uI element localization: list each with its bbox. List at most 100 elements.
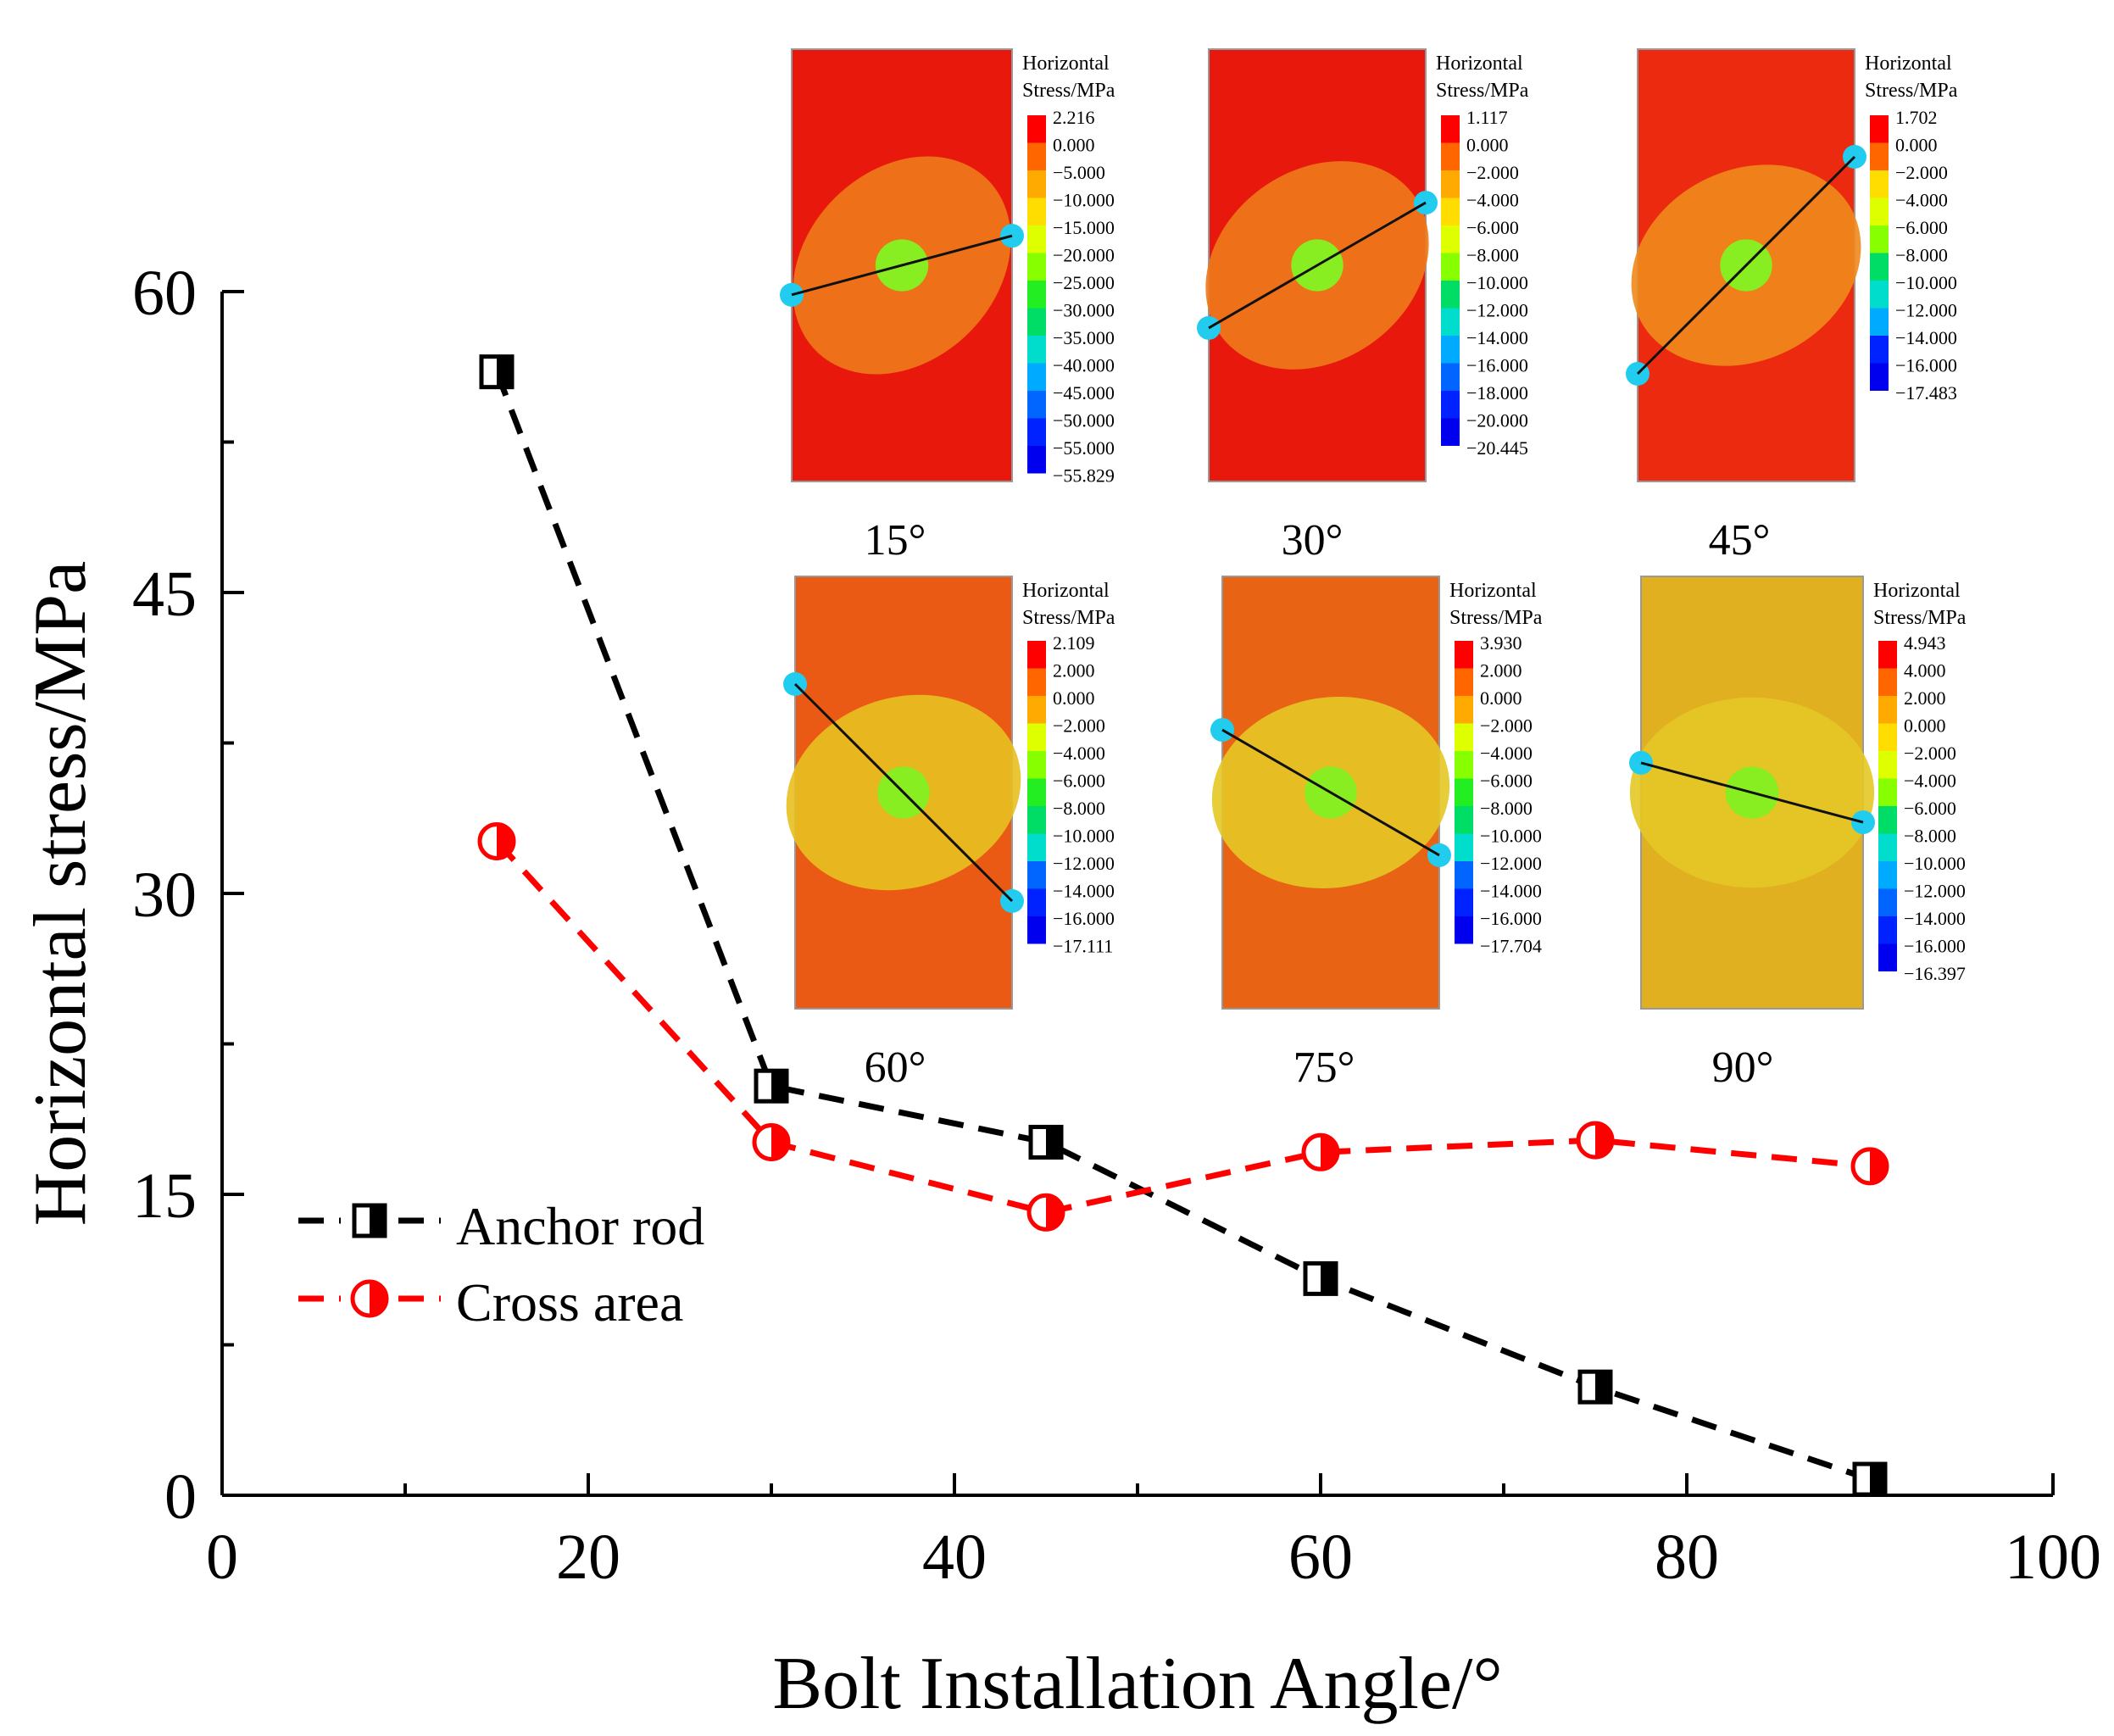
inset-scale-swatch — [1455, 778, 1473, 806]
inset-scale-label: −5.000 — [1053, 162, 1105, 183]
inset-scale-swatch — [1878, 833, 1897, 861]
inset-scale-swatch — [1878, 696, 1897, 724]
y-tick-label: 15 — [132, 1160, 197, 1232]
inset-scale-label: −17.111 — [1053, 936, 1113, 957]
inset-scale-label: −2.000 — [1904, 743, 1956, 764]
inset-scale-label: −14.000 — [1466, 327, 1528, 348]
inset-scale-label: −45.000 — [1053, 382, 1115, 403]
inset-group: Horizontal Stress/MPa 2.216 0.000 −5.000 −10.… — [780, 48, 1967, 1092]
inset-scale-swatch — [1441, 170, 1460, 198]
inset-scale-label: −10.000 — [1895, 272, 1957, 293]
inset-scale-label: −2.000 — [1895, 162, 1948, 183]
data-point-anchor-rod — [1577, 1369, 1613, 1405]
inset-scale-swatch — [1878, 668, 1897, 696]
inset-angle-label: 75° — [1293, 1043, 1355, 1092]
inset-scale-label: −8.000 — [1904, 826, 1956, 847]
inset-scale-label: −8.000 — [1895, 245, 1948, 266]
inset-scale-label: −12.000 — [1895, 300, 1957, 321]
inset-scale-swatch — [1870, 142, 1889, 170]
inset-legend-title: Stress/MPa — [1865, 80, 1958, 102]
inset-scale-label: −12.000 — [1480, 853, 1542, 874]
inset-scale-label: −16.000 — [1480, 908, 1542, 929]
inset-bolt-line — [1636, 155, 1856, 376]
data-point-cross-area — [1850, 1147, 1889, 1186]
inset-scale-label: −2.000 — [1466, 162, 1519, 183]
data-point-cross-area — [1026, 1193, 1065, 1232]
inset-legend-title: Horizontal — [1436, 53, 1523, 75]
inset-panel-30: Horizontal Stress/MPa 1.117 0.000 −2.000 −4.0… — [1197, 48, 1529, 565]
inset-scale-label: −35.000 — [1053, 327, 1115, 348]
inset-scale-label: −6.000 — [1053, 771, 1105, 792]
inset-scale-label: −40.000 — [1053, 355, 1115, 376]
inset-scale-label: 0.000 — [1904, 715, 1946, 737]
inset-scale-swatch — [1027, 833, 1046, 861]
inset-scale-swatch — [1027, 198, 1046, 225]
inset-scale-label: −50.000 — [1053, 410, 1115, 431]
inset-scale-label: −8.000 — [1053, 798, 1105, 819]
inset-scale-label: −4.000 — [1904, 771, 1956, 792]
legend-label-cross-area: Cross area — [456, 1272, 683, 1333]
inset-scale-swatch — [1027, 696, 1046, 724]
inset-scale-swatch — [1878, 943, 1897, 971]
inset-panel-90: Horizontal Stress/MPa 4.943 4.000 2.000 0.000… — [1629, 576, 1967, 1092]
inset-scale-label: −8.000 — [1466, 245, 1519, 266]
inset-scale-swatch — [1027, 888, 1046, 916]
inset-scale-swatch — [1441, 418, 1460, 446]
inset-scale-swatch — [1027, 916, 1046, 944]
inset-scale-label: −16.000 — [1895, 355, 1957, 376]
inset-scale-swatch — [1455, 641, 1473, 669]
y-tick-label: 0 — [164, 1461, 197, 1533]
inset-scale-label: 2.000 — [1053, 660, 1095, 682]
inset-scale-swatch — [1441, 363, 1460, 391]
data-point-cross-area — [477, 821, 516, 860]
inset-legend-title: Horizontal — [1865, 53, 1952, 75]
inset-scale-swatch — [1441, 253, 1460, 281]
inset-scale-label: −16.000 — [1053, 908, 1115, 929]
inset-scale-swatch — [1870, 225, 1889, 253]
inset-scale-swatch — [1027, 308, 1046, 336]
inset-scale-label: −20.000 — [1466, 410, 1528, 431]
inset-scale-label: −10.000 — [1466, 272, 1528, 293]
inset-scale-label: 2.000 — [1904, 687, 1946, 709]
inset-scale-swatch — [1027, 170, 1046, 198]
legend-marker-anchor-rod — [352, 1203, 387, 1238]
inset-scale-label: −4.000 — [1480, 743, 1533, 764]
inset-scale-swatch — [1870, 336, 1889, 364]
inset-scale-swatch — [1441, 225, 1460, 253]
inset-scale-swatch — [1870, 253, 1889, 281]
inset-scale-swatch — [1870, 198, 1889, 225]
inset-scale-swatch — [1870, 308, 1889, 336]
inset-scale-label: −4.000 — [1466, 190, 1519, 211]
x-tick-label: 0 — [206, 1522, 238, 1593]
inset-scale-swatch — [1027, 281, 1046, 309]
series-line-anchor-rod — [493, 370, 1872, 1483]
inset-scale-swatch — [1441, 391, 1460, 419]
inset-scale-label: −55.829 — [1053, 465, 1115, 487]
x-tick-label: 80 — [1655, 1522, 1719, 1593]
inset-scale-label: −14.000 — [1904, 908, 1966, 929]
inset-scale-swatch — [1027, 723, 1046, 751]
inset-bolt-line — [791, 234, 1013, 297]
inset-legend-title: Stress/MPa — [1873, 607, 1967, 629]
y-axis-label: Horizontal stress/MPa — [19, 561, 102, 1227]
inset-panel-15: Horizontal Stress/MPa 2.216 0.000 −5.000 −10.… — [780, 48, 1115, 565]
inset-scale-swatch — [1027, 751, 1046, 779]
inset-scale-swatch — [1027, 641, 1046, 669]
inset-scale-label: −15.000 — [1053, 217, 1115, 238]
inset-scale-swatch — [1027, 115, 1046, 143]
inset-scale-swatch — [1027, 225, 1046, 253]
inset-scale-label: −10.000 — [1053, 190, 1115, 211]
inset-scale-swatch — [1455, 723, 1473, 751]
data-point-anchor-rod — [1852, 1461, 1888, 1497]
series-group — [477, 354, 1889, 1497]
inset-legend-title: Horizontal — [1022, 53, 1110, 75]
legend-marker-cross-area — [350, 1279, 389, 1318]
inset-scale-label: −30.000 — [1053, 300, 1115, 321]
inset-legend-title: Stress/MPa — [1436, 80, 1529, 102]
inset-scale-swatch — [1027, 418, 1046, 446]
data-point-cross-area — [1576, 1121, 1615, 1160]
inset-scale-label: 1.117 — [1466, 107, 1508, 128]
inset-scale-swatch — [1441, 336, 1460, 364]
inset-scale-label: −18.000 — [1466, 382, 1528, 403]
inset-scale-label: 3.930 — [1480, 632, 1522, 654]
